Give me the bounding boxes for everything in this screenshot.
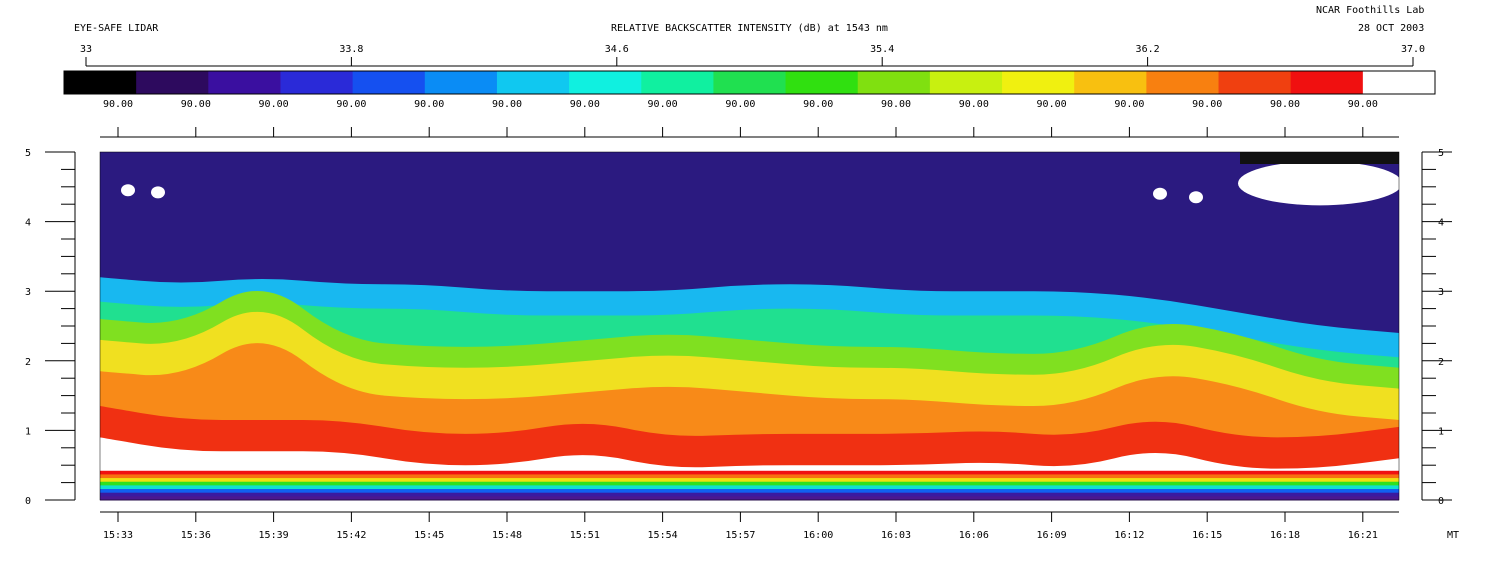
colorbar-swatch: [280, 71, 354, 94]
left-y-tick-label: 1: [25, 426, 31, 437]
x-tick-label: 16:12: [1114, 530, 1144, 541]
org-label: NCAR Foothills Lab: [1316, 5, 1425, 16]
cloud-fragment: [1153, 187, 1167, 200]
colorbar-swatch: [641, 71, 715, 94]
x-tick-label: 15:42: [336, 530, 366, 541]
colorbar-value-label: 90.00: [103, 99, 133, 110]
x-tick-label: 16:18: [1270, 530, 1300, 541]
x-tick-label: 15:54: [648, 530, 678, 541]
colorbar-swatch: [713, 71, 787, 94]
colorbar-tick-label: 36.2: [1136, 44, 1160, 55]
x-tick-label: 16:03: [881, 530, 911, 541]
right-y-tick-label: 1: [1438, 426, 1444, 437]
colorbar-swatch: [569, 71, 642, 94]
x-tick-label: 15:33: [103, 530, 133, 541]
near-field-band: [100, 492, 1399, 497]
colorbar-swatch: [1290, 71, 1364, 94]
colorbar-swatch: [1218, 71, 1292, 94]
colorbar-value-label: 90.00: [881, 99, 911, 110]
x-tick-label: 15:36: [181, 530, 211, 541]
cloud: [1238, 161, 1402, 206]
right-y-tick-label: 2: [1438, 357, 1444, 368]
colorbar-value-label: 90.00: [648, 99, 678, 110]
cloud-fragment: [121, 184, 135, 197]
colorbar-tick-label: 34.6: [605, 44, 629, 55]
colorbar-frame: [63, 70, 1436, 95]
colorbar-value-label: 90.00: [1114, 99, 1144, 110]
colorbar-value-label: 90.00: [803, 99, 833, 110]
colorbar-swatch: [208, 71, 282, 94]
colorbar-value-label: 90.00: [725, 99, 755, 110]
colorbar-swatch: [136, 71, 209, 94]
colorbar-value-label: 90.00: [414, 99, 444, 110]
chart-title: RELATIVE BACKSCATTER INTENSITY (dB) at 1…: [611, 23, 888, 34]
left-y-tick-label: 0: [25, 496, 31, 507]
near-field-band: [100, 489, 1399, 494]
colorbar-value-label: 90.00: [259, 99, 289, 110]
left-y-tick-label: 2: [25, 357, 31, 368]
right-y-tick-label: 5: [1438, 148, 1444, 159]
colorbar-swatch: [1074, 71, 1147, 94]
x-tick-label: 16:15: [1192, 530, 1222, 541]
colorbar-tick-label: 37.0: [1401, 44, 1425, 55]
colorbar-value-label: 90.00: [1037, 99, 1067, 110]
instrument-title: EYE-SAFE LIDAR: [74, 23, 159, 34]
near-field-band: [100, 470, 1399, 475]
left-y-tick-label: 4: [25, 218, 31, 229]
right-y-tick-label: 4: [1438, 218, 1444, 229]
colorbar-value-label: 90.00: [181, 99, 211, 110]
colorbar-swatch: [496, 71, 570, 94]
colorbar-swatch: [1362, 71, 1436, 94]
colorbar-swatch: [929, 71, 1003, 94]
right-y-tick-label: 0: [1438, 496, 1444, 507]
colorbar-value-label: 90.00: [959, 99, 989, 110]
near-field-band: [100, 485, 1399, 490]
x-tick-label: 16:09: [1037, 530, 1067, 541]
cloud-top-fringe: [1240, 152, 1399, 164]
left-y-tick-label: 3: [25, 287, 31, 298]
near-field-band: [100, 474, 1399, 479]
right-y-tick-label: 3: [1438, 287, 1444, 298]
colorbar-value-label: 90.00: [1270, 99, 1300, 110]
colorbar-value-label: 90.00: [492, 99, 522, 110]
cloud-fragment: [1189, 191, 1203, 204]
colorbar-tick-label: 33.8: [339, 44, 363, 55]
time-zone-label: MT: [1447, 530, 1459, 541]
colorbar-swatch: [1146, 71, 1220, 94]
date-label: 28 OCT 2003: [1358, 23, 1425, 34]
x-tick-label: 16:06: [959, 530, 989, 541]
left-y-tick-label: 5: [25, 148, 31, 159]
colorbar-value-label: 90.00: [1192, 99, 1222, 110]
x-tick-label: 15:39: [259, 530, 289, 541]
near-field-band: [100, 481, 1399, 486]
cloud-fragment: [151, 186, 165, 199]
colorbar-value-label: 90.00: [1348, 99, 1378, 110]
plot-frame: [99, 151, 1400, 501]
x-tick-label: 15:51: [570, 530, 600, 541]
near-field-band: [100, 496, 1399, 501]
x-tick-label: 15:45: [414, 530, 444, 541]
colorbar-tick-label: 35.4: [870, 44, 894, 55]
x-tick-label: 15:48: [492, 530, 522, 541]
colorbar-swatch: [785, 71, 859, 94]
x-tick-label: 15:57: [725, 530, 755, 541]
x-tick-label: 16:00: [803, 530, 833, 541]
colorbar-swatch: [1002, 71, 1075, 94]
colorbar-swatch: [424, 71, 498, 94]
near-field-band: [100, 478, 1399, 483]
x-tick-label: 16:21: [1348, 530, 1378, 541]
colorbar-tick-label: 33: [80, 44, 92, 55]
colorbar-swatch: [857, 71, 931, 94]
colorbar-swatch: [352, 71, 426, 94]
colorbar-value-label: 90.00: [336, 99, 366, 110]
colorbar-swatch: [64, 71, 137, 94]
colorbar-value-label: 90.00: [570, 99, 600, 110]
